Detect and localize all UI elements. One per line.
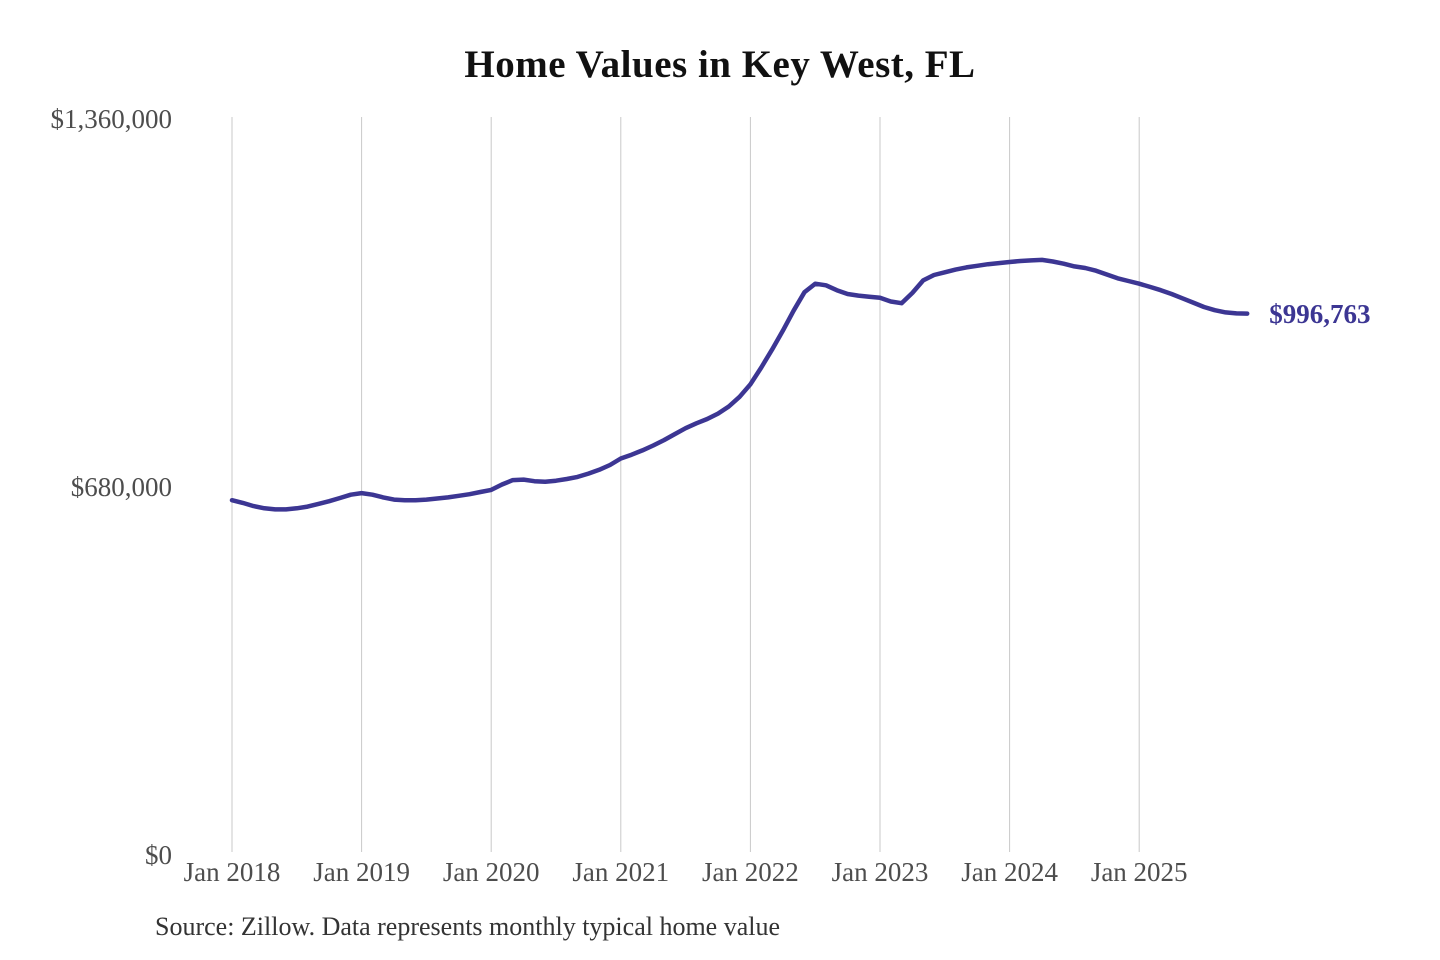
source-note: Source: Zillow. Data represents monthly …: [155, 912, 781, 941]
latest-value-label: $996,763: [1269, 298, 1371, 329]
chart-title: Home Values in Key West, FL: [464, 43, 976, 86]
x-tick-label-jan-2023: Jan 2023: [831, 857, 929, 887]
home-value-line: [229, 257, 1250, 512]
x-tick-label-jan-2025: Jan 2025: [1090, 857, 1188, 887]
x-tick-label-jan-2019: Jan 2019: [313, 857, 410, 887]
y-tick-label-0: $0: [145, 840, 172, 870]
x-tick-label-jan-2022: Jan 2022: [702, 857, 799, 887]
x-tick-label-jan-2018: Jan 2018: [183, 857, 281, 887]
y-tick-label-1360000: $1,360,000: [50, 104, 173, 134]
x-tick-label-jan-2021: Jan 2021: [572, 857, 670, 887]
x-tick-label-jan-2024: Jan 2024: [961, 857, 1058, 887]
x-tick-label-jan-2020: Jan 2020: [442, 857, 540, 887]
y-tick-label-680000: $680,000: [70, 472, 172, 502]
